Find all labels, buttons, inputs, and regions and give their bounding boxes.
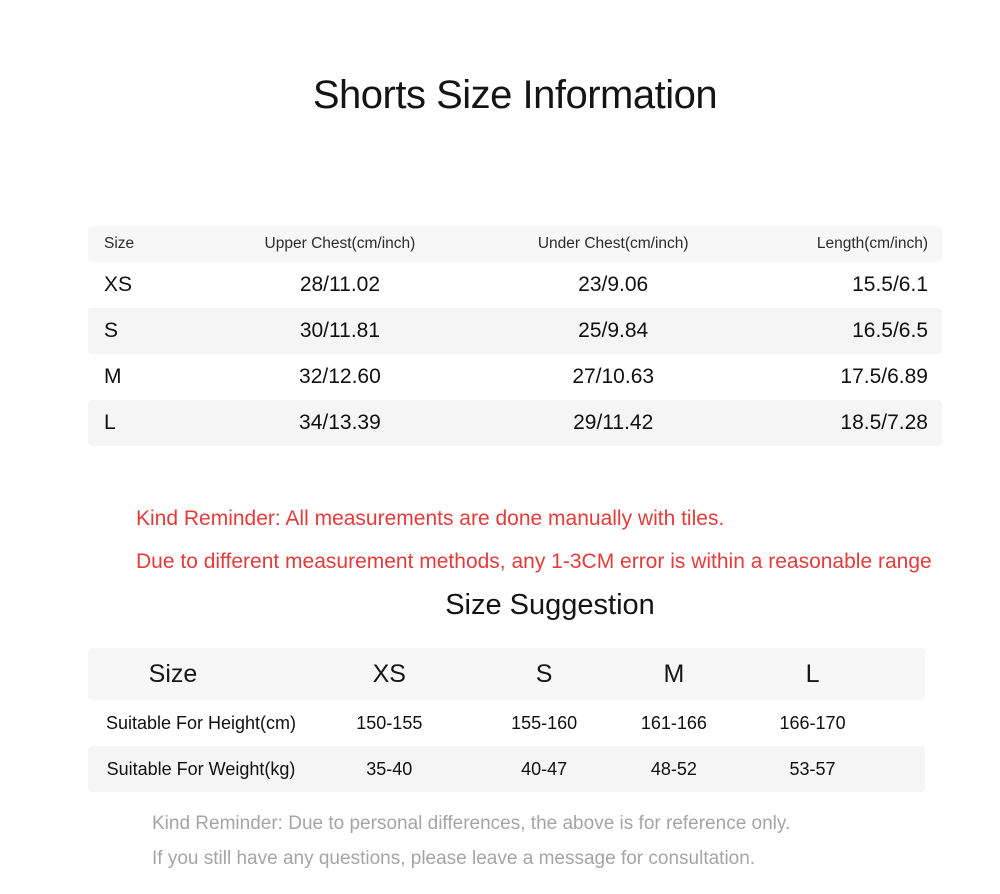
suggestion-header-m: M xyxy=(623,648,725,700)
page-title-text: Size Information xyxy=(436,73,718,117)
under-chest-value: 27/10.63 xyxy=(572,365,655,388)
footer-line-1: Kind Reminder: Due to personal differenc… xyxy=(152,813,791,834)
suggestion-header-s: S xyxy=(464,648,624,700)
page-title: Shorts Size Information xyxy=(30,72,1000,118)
length-value: 18.5/7.28 xyxy=(745,400,942,446)
length-value: 16.5/6.5 xyxy=(745,308,942,354)
height-value: 161-166 xyxy=(640,712,707,733)
suggestion-row-weight: Suitable For Weight(kg) 35-40 40-47 48-5… xyxy=(88,746,925,792)
suggestion-header-l: L xyxy=(724,648,925,700)
column-header-under-chest: Under Chest(cm/inch) xyxy=(480,226,746,262)
height-value: 166-170 xyxy=(779,712,846,733)
upper-chest-value: 32/12.60 xyxy=(299,365,381,388)
row-label: Suitable For Height(cm) xyxy=(105,712,297,733)
suggestion-header-row: Size XS S M L xyxy=(88,648,925,700)
table-row-xs: XS 28/11.02 23/9.06 15.5/6.1 xyxy=(88,262,942,308)
weight-value: 35-40 xyxy=(313,746,465,792)
column-header-upper-chest: Upper Chest(cm/inch) xyxy=(199,226,481,262)
column-header-size: Size xyxy=(88,226,200,262)
under-chest-value: 23/9.06 xyxy=(578,273,649,296)
table-row-l: L 34/13.39 29/11.42 18.5/7.28 xyxy=(88,400,942,446)
row-label: Suitable For Weight(kg) xyxy=(88,746,314,792)
suggestion-row-height: Suitable For Height(cm) 150-155 155-160 … xyxy=(88,700,925,746)
size-suggestion-table: Size XS S M L Suitable For Height(cm) 15… xyxy=(88,648,925,792)
suggestion-header-size: Size xyxy=(88,648,314,700)
length-value: 15.5/6.1 xyxy=(852,273,928,296)
size-label: M xyxy=(104,365,122,388)
size-measurements-table: Size Upper Chest(cm/inch) Under Chest(cm… xyxy=(88,226,942,446)
under-chest-value: 25/9.84 xyxy=(480,308,746,354)
height-value: 155-160 xyxy=(511,712,578,733)
size-label: XS xyxy=(104,273,133,296)
product-name: Shorts xyxy=(312,73,426,117)
table-row-s: S 30/11.81 25/9.84 16.5/6.5 xyxy=(88,308,942,354)
measurements-header-row: Size Upper Chest(cm/inch) Under Chest(cm… xyxy=(88,226,942,262)
disclaimer-line-1: Kind Reminder: All measurements are done… xyxy=(136,507,725,530)
footer-disclaimer: Kind Reminder: Due to personal differenc… xyxy=(152,812,952,882)
footer-line-2: If you still have any questions, please … xyxy=(152,848,756,869)
column-header-length: Length(cm/inch) xyxy=(745,226,942,262)
disclaimer-line-2: Due to different measurement methods, an… xyxy=(136,550,932,573)
size-suggestion-heading: Size Suggestion xyxy=(445,589,655,621)
height-value: 150-155 xyxy=(356,712,423,733)
upper-chest-value: 34/13.39 xyxy=(199,400,481,446)
table-row-m: M 32/12.60 27/10.63 17.5/6.89 xyxy=(88,354,942,400)
size-label: S xyxy=(88,308,200,354)
under-chest-value: 29/11.42 xyxy=(480,400,746,446)
weight-value: 53-57 xyxy=(724,746,925,792)
upper-chest-value: 28/11.02 xyxy=(299,273,381,296)
size-label: L xyxy=(88,400,200,446)
suggestion-header-xs: XS xyxy=(313,648,465,700)
measurement-disclaimer: Kind Reminder: All measurements are done… xyxy=(136,506,966,592)
upper-chest-value: 30/11.81 xyxy=(199,308,481,354)
length-value: 17.5/6.89 xyxy=(840,365,928,388)
weight-value: 48-52 xyxy=(623,746,725,792)
weight-value: 40-47 xyxy=(464,746,624,792)
